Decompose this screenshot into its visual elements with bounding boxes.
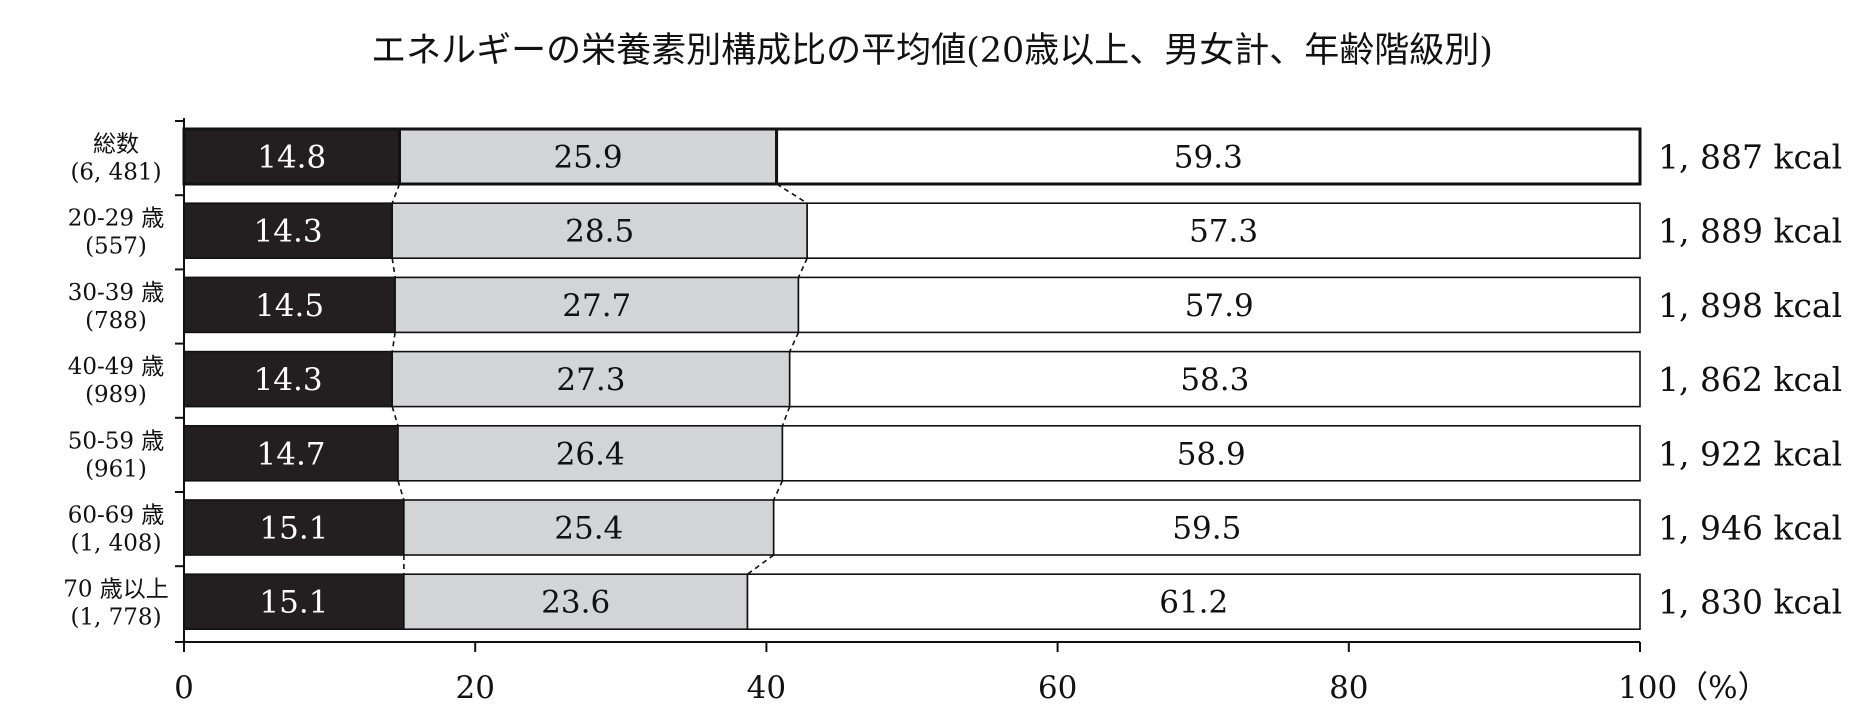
category-count-label: (557) [85,234,147,260]
bar-segment [391,202,808,259]
bar-segment [806,202,1641,259]
bar-segment [781,424,1641,482]
category-label: 40-49 歳 [68,354,165,380]
x-tick-label: 40 [747,670,786,706]
category-count-label: (1, 778) [70,605,161,631]
bar-segment [403,499,775,556]
segment-value-label: 57.9 [1185,288,1254,324]
bar-segment [772,499,1641,556]
bar-segment [746,573,1641,631]
bar-segment [397,127,779,186]
x-tick-label: 0 [174,670,194,706]
connector-line [391,406,399,427]
segment-value-label: 61.2 [1159,585,1228,621]
connector-line [391,332,396,352]
connector-line [776,183,808,204]
connector-line [391,183,401,204]
segment-value-label: 58.9 [1177,436,1246,472]
segment-value-label: 23.6 [541,585,610,621]
category-labels: 総数(6, 481) 20-29 歳(557) 30-39 歳(788) 40-49 … [63,132,169,631]
energy-kcal-label: 1, 898 kcal [1658,286,1842,325]
bar-segment [775,127,1642,186]
segment-value-label: 59.3 [1174,140,1243,176]
segment-value-label: 57.3 [1189,214,1258,250]
segment-value-label: 27.3 [556,362,625,398]
category-label: 50-59 歳 [68,428,165,454]
bar-segment [183,276,396,334]
category-count-label: (788) [85,308,147,334]
connector-line [391,258,396,278]
segment-value-label: 14.3 [254,362,323,398]
segment-value-label: 59.5 [1172,511,1241,547]
segment-value-label: 28.5 [565,214,634,250]
segment-value-label: 14.8 [257,140,326,176]
bar-segment [797,276,1641,334]
connector-line [797,257,808,278]
bar-segment [788,350,1641,408]
x-tick-label: 60 [1038,670,1077,706]
connector-line [772,480,784,501]
segment-labels: 14.8 25.9 59.3 14.3 28.5 57.3 14.5 27.7 57.9 14.3… [254,140,1259,621]
segment-value-label: 25.9 [554,140,623,176]
bar-segment [183,202,394,259]
energy-kcal-label: 1, 862 kcal [1658,360,1842,399]
connector-lines [391,183,808,575]
segment-value-label: 25.4 [554,511,623,547]
x-tick-label: 100（%） [1618,670,1769,706]
bar-segment [183,424,399,482]
segment-value-label: 27.7 [562,288,631,324]
energy-kcal-label: 1, 922 kcal [1658,434,1842,473]
bar-segment [397,424,784,482]
bar-segment [391,350,791,408]
category-count-label: (961) [85,456,147,482]
connector-line [788,332,800,352]
segment-value-label: 58.3 [1180,362,1249,398]
segment-value-label: 14.3 [254,214,323,250]
x-tick-label: 20 [455,670,494,706]
category-count-label: (6, 481) [70,160,161,186]
connector-line [746,554,775,575]
segment-value-label: 15.1 [259,585,328,621]
category-count-label: (1, 408) [70,531,161,557]
stacked-bars [182,127,1642,631]
connector-line [397,480,405,501]
bar-segment [183,499,405,556]
energy-kcal-label: 1, 889 kcal [1658,212,1842,251]
energy-kcal-label: 1, 887 kcal [1658,138,1842,177]
category-label: 60-69 歳 [68,503,165,529]
category-count-label: (989) [85,382,147,408]
energy-kcal-label: 1, 830 kcal [1658,583,1842,622]
category-label: 30-39 歳 [68,280,165,306]
axes: 0 20 40 60 80 100（%） [174,118,1769,706]
category-label: 70 歳以上 [63,577,169,603]
category-label: 20-29 歳 [68,206,165,232]
x-tick-label: 80 [1329,670,1368,706]
connector-line [781,406,791,427]
segment-value-label: 14.5 [255,288,324,324]
category-label: 総数 [93,132,139,158]
segment-value-label: 26.4 [556,436,625,472]
segment-value-label: 15.1 [259,511,328,547]
bar-segment [183,350,394,408]
chart-title: エネルギーの栄養素別構成比の平均値(20歳以上、男女計、年齢階級別) [371,31,1493,71]
bar-segment [394,276,800,334]
energy-labels: 1, 887 kcal 1, 889 kcal 1, 898 kcal 1, 862 … [1658,138,1842,622]
segment-value-label: 14.7 [257,436,326,472]
energy-kcal-label: 1, 946 kcal [1658,509,1842,548]
